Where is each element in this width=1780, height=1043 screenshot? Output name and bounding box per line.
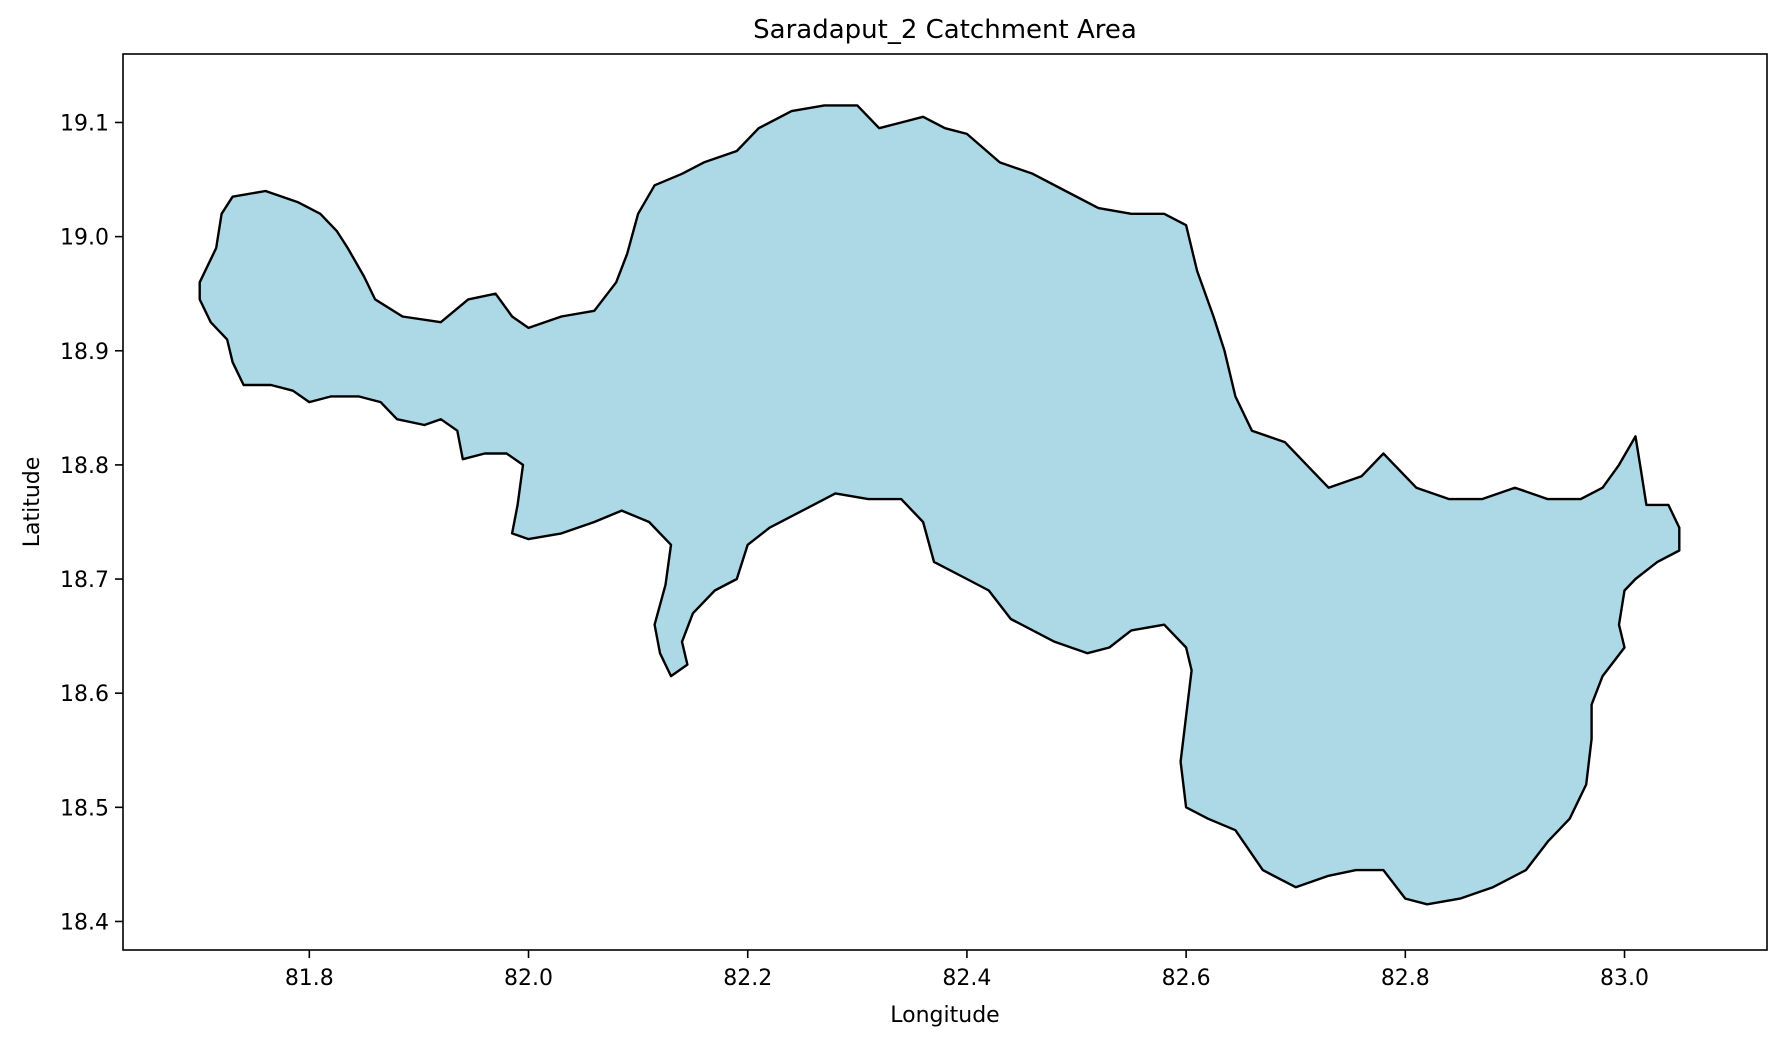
y-tick-label: 18.7 xyxy=(60,568,109,593)
y-axis-label: Latitude xyxy=(20,457,45,548)
x-tick-label: 83.0 xyxy=(1600,966,1649,991)
y-tick-label: 18.8 xyxy=(60,454,109,479)
axes-frame xyxy=(122,53,1768,951)
x-tick-label: 82.4 xyxy=(942,966,991,991)
y-tick-label: 18.9 xyxy=(60,340,109,365)
x-tick-label: 82.6 xyxy=(1162,966,1211,991)
catchment-polygon xyxy=(198,104,1681,906)
x-tick-label: 82.2 xyxy=(723,966,772,991)
y-tick-label: 19.0 xyxy=(60,226,109,251)
x-tick-label: 82.0 xyxy=(504,966,553,991)
y-tick-label: 18.5 xyxy=(60,796,109,821)
y-tick-label: 18.6 xyxy=(60,682,109,707)
plot-area xyxy=(122,53,1768,951)
x-axis: 81.8 82.0 82.2 82.4 82.6 82.8 83.0 xyxy=(285,950,1649,991)
x-tick-label: 82.8 xyxy=(1381,966,1430,991)
y-tick-label: 18.4 xyxy=(60,910,109,935)
x-axis-label: Longitude xyxy=(890,1003,999,1028)
y-tick-label: 19.1 xyxy=(60,111,109,136)
x-tick-label: 81.8 xyxy=(285,966,334,991)
chart-title: Saradaput_2 Catchment Area xyxy=(753,15,1137,45)
y-axis: 18.4 18.5 18.6 18.7 18.8 18.9 19.0 19.1 xyxy=(60,111,123,935)
